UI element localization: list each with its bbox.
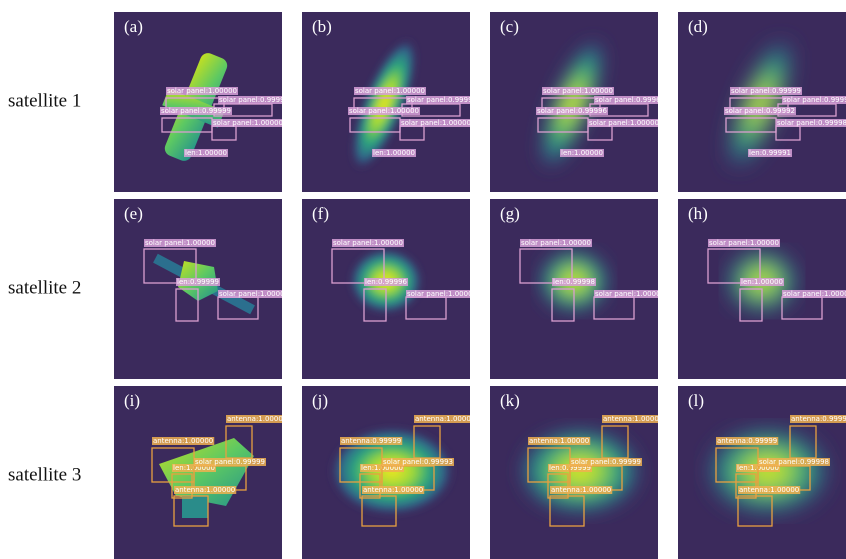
detection-label: solar panel:1.00000 (213, 119, 283, 127)
panel: solar panel:0.99999solar panel:0.99996 so… (678, 12, 846, 192)
detection-label: solar panel:1.00000 (521, 239, 591, 247)
detection-label: solar panel:1.00000 (595, 290, 665, 298)
detection-label: solar panel:1.00000 (543, 87, 613, 95)
detection-label: solar panel:1.00000 (167, 87, 237, 95)
panel-tag: (k) (500, 391, 520, 410)
panel-tag: (d) (688, 17, 708, 36)
panel-tag: (g) (500, 204, 520, 223)
detection-label: antenna:1.00000 (529, 437, 589, 445)
detection-label: antenna:1.00000 (227, 415, 287, 423)
panel: antenna:1.00000antenna:1.00000len:0.9999… (490, 386, 664, 559)
row-label: satellite 3 (8, 464, 81, 485)
detection-label: solar panel:1.00000 (589, 119, 659, 127)
panel-tag: (f) (312, 204, 329, 223)
detection-label: antenna:0.99999 (341, 437, 401, 445)
detection-label: solar panel:1.00000 (407, 290, 477, 298)
detection-label: solar panel:1.0000 (783, 290, 846, 298)
detection-label: antenna:1.00000 (603, 415, 663, 423)
panel: solar panel:1.00000solar panel:0.99993so… (114, 12, 290, 192)
figure: satellite 1solar panel:1.00000solar pane… (0, 0, 846, 559)
detection-label: len:0.99998 (553, 278, 595, 286)
panel: antenna:1.00000antenna:0.99999len:1.0000… (302, 386, 476, 559)
panel-tag: (j) (312, 391, 328, 410)
detection-label: antenna:1.00000 (363, 486, 423, 494)
detection-label: solar panel:1.00000 (349, 107, 419, 115)
detection-label: solar panel:0.99993 (219, 96, 289, 104)
panel: solar panel:1.00000len:0.99999solar pane… (114, 199, 290, 379)
detection-label: antenna:1.00000 (153, 437, 213, 445)
detection-label: antenna:1.00000 (551, 486, 611, 494)
detection-label: solar panel:0.99998 (759, 458, 829, 466)
antenna (182, 496, 208, 518)
detection-label: antenna:0.9999 (791, 415, 846, 423)
detection-label: solar panel:1.00000 (401, 119, 471, 127)
detection-label: solar panel:0.99996 (783, 96, 846, 104)
detection-label: solar panel:1.00000 (145, 239, 215, 247)
detection-label: solar panel:0.99999 (161, 107, 231, 115)
detection-label: solar panel:0.99993 (383, 458, 453, 466)
detection-label: antenna:1.00000 (415, 415, 475, 423)
panel-tag: (b) (312, 17, 332, 36)
panel: antenna:1.00000antenna:1.00000len:1.0000… (114, 386, 288, 559)
panel-tag: (e) (124, 204, 143, 223)
detection-label: antenna:1.00000 (739, 486, 799, 494)
detection-label: solar panel:1.00000 (355, 87, 425, 95)
detection-label: antenna:1.00000 (175, 486, 235, 494)
detection-label: len:1.00000 (185, 149, 227, 157)
detection-label: solar panel:0.99999 (731, 87, 801, 95)
row-label: satellite 2 (8, 277, 81, 298)
detection-label: len:0.99991 (749, 149, 791, 157)
detection-label: solar panel:0.99992 (725, 107, 795, 115)
panel-tag: (a) (124, 17, 143, 36)
detection-label: antenna:0.99999 (717, 437, 777, 445)
panel-tag: (i) (124, 391, 140, 410)
panel-tag: (h) (688, 204, 708, 223)
row-label: satellite 1 (8, 90, 81, 111)
panel: antenna:0.9999antenna:0.99999len:1.00000… (678, 386, 846, 559)
detection-label: solar panel:0.99990 (407, 96, 477, 104)
detection-label: len:0.99999 (177, 278, 219, 286)
detection-label: solar panel:0.99996 (537, 107, 608, 115)
detection-label: len:1.00000 (741, 278, 783, 286)
detection-label: len:0.99996 (365, 278, 408, 286)
panel-tag: (c) (500, 17, 519, 36)
detection-label: len:1.00000 (373, 149, 415, 157)
detection-label: solar panel:1.00000 (333, 239, 403, 247)
detection-label: solar panel:0.99999 (571, 458, 641, 466)
panel-tag: (l) (688, 391, 704, 410)
detection-label: solar panel:1.00000 (219, 290, 289, 298)
detection-label: solar panel:1.00000 (709, 239, 779, 247)
detection-label: solar panel:0.99969 (595, 96, 665, 104)
detection-label: solar panel:0.99998 (777, 119, 846, 127)
detection-label: solar panel:0.99999 (195, 458, 265, 466)
detection-label: len:1.00000 (561, 149, 603, 157)
panel: solar panel:1.00000 len:0.99996 solar pane… (302, 199, 478, 379)
